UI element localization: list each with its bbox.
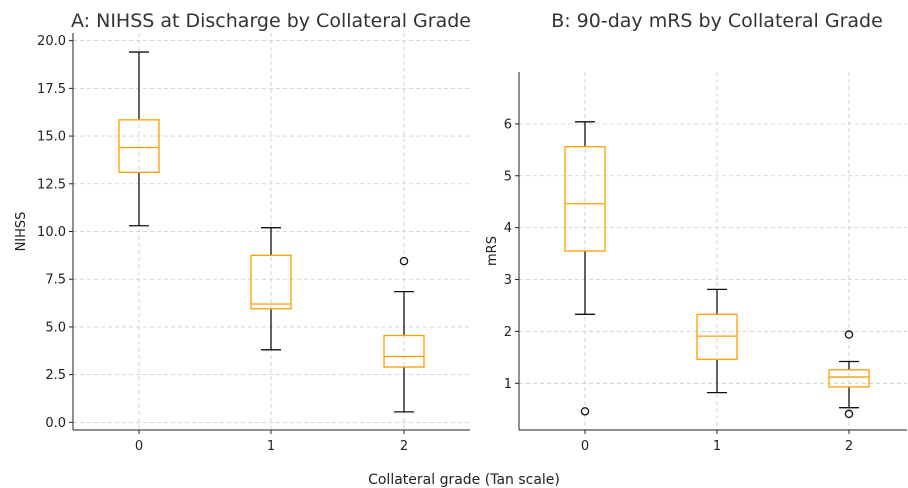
y-tick-label: 2.5 — [45, 368, 66, 383]
x-tick-label: 2 — [400, 439, 408, 454]
shared-x-axis-label: Collateral grade (Tan scale) — [368, 472, 560, 488]
iqr-box — [828, 369, 870, 388]
iqr-box — [696, 313, 738, 361]
y-tick-label: 10.0 — [37, 225, 66, 240]
y-tick-label: 0.0 — [45, 416, 66, 431]
outlier-point — [399, 256, 409, 266]
x-tick-label: 0 — [581, 439, 589, 454]
y-tick-label: 4 — [504, 221, 512, 236]
y-tick-label: 17.5 — [37, 82, 66, 97]
y-tick-label: 3 — [504, 273, 512, 288]
panel-a-nihss: 0.0 2.5 5.0 7.5 10.0 12.5 15.0 17.5 20.0 0 1 2 A: NI… — [14, 10, 471, 454]
x-tick-label: 1 — [713, 439, 721, 454]
iqr-box — [250, 254, 292, 310]
y-tick-label: 15.0 — [37, 130, 66, 145]
iqr-box — [564, 146, 606, 252]
box-0 — [564, 121, 606, 416]
outlier-point — [580, 407, 590, 416]
iqr-box — [118, 119, 160, 173]
iqr-box — [383, 334, 425, 368]
box-1 — [696, 288, 738, 394]
y-tick-label: 20.0 — [37, 34, 66, 49]
x-tick-label: 0 — [135, 439, 143, 454]
y-axis-label: NIHSS — [14, 212, 29, 252]
x-tick-label: 1 — [267, 439, 275, 454]
y-tick-label: 6 — [504, 117, 512, 132]
box-2 — [383, 256, 425, 413]
y-tick-label: 5 — [504, 169, 512, 184]
y-axis-label: mRS — [485, 236, 500, 266]
y-tick-label: 5.0 — [45, 320, 66, 335]
chart-title: B: 90-day mRS by Collateral Grade — [551, 10, 883, 32]
y-tick-label: 2 — [504, 325, 512, 340]
panel-b-mrs: 1 2 3 4 5 6 0 1 2 B: 90-day mRS by Collateral Gra… — [485, 10, 907, 454]
chart-title: A: NIHSS at Discharge by Collateral Grad… — [71, 10, 471, 32]
y-tick-label: 12.5 — [37, 177, 66, 192]
outlier-point — [844, 330, 854, 339]
outlier-point — [844, 409, 854, 419]
x-tick-label: 2 — [845, 439, 853, 454]
y-tick-label: 7.5 — [45, 273, 66, 288]
box-2 — [828, 330, 870, 419]
box-1 — [250, 227, 292, 351]
y-tick-label: 1 — [504, 377, 512, 392]
box-0 — [118, 51, 160, 227]
